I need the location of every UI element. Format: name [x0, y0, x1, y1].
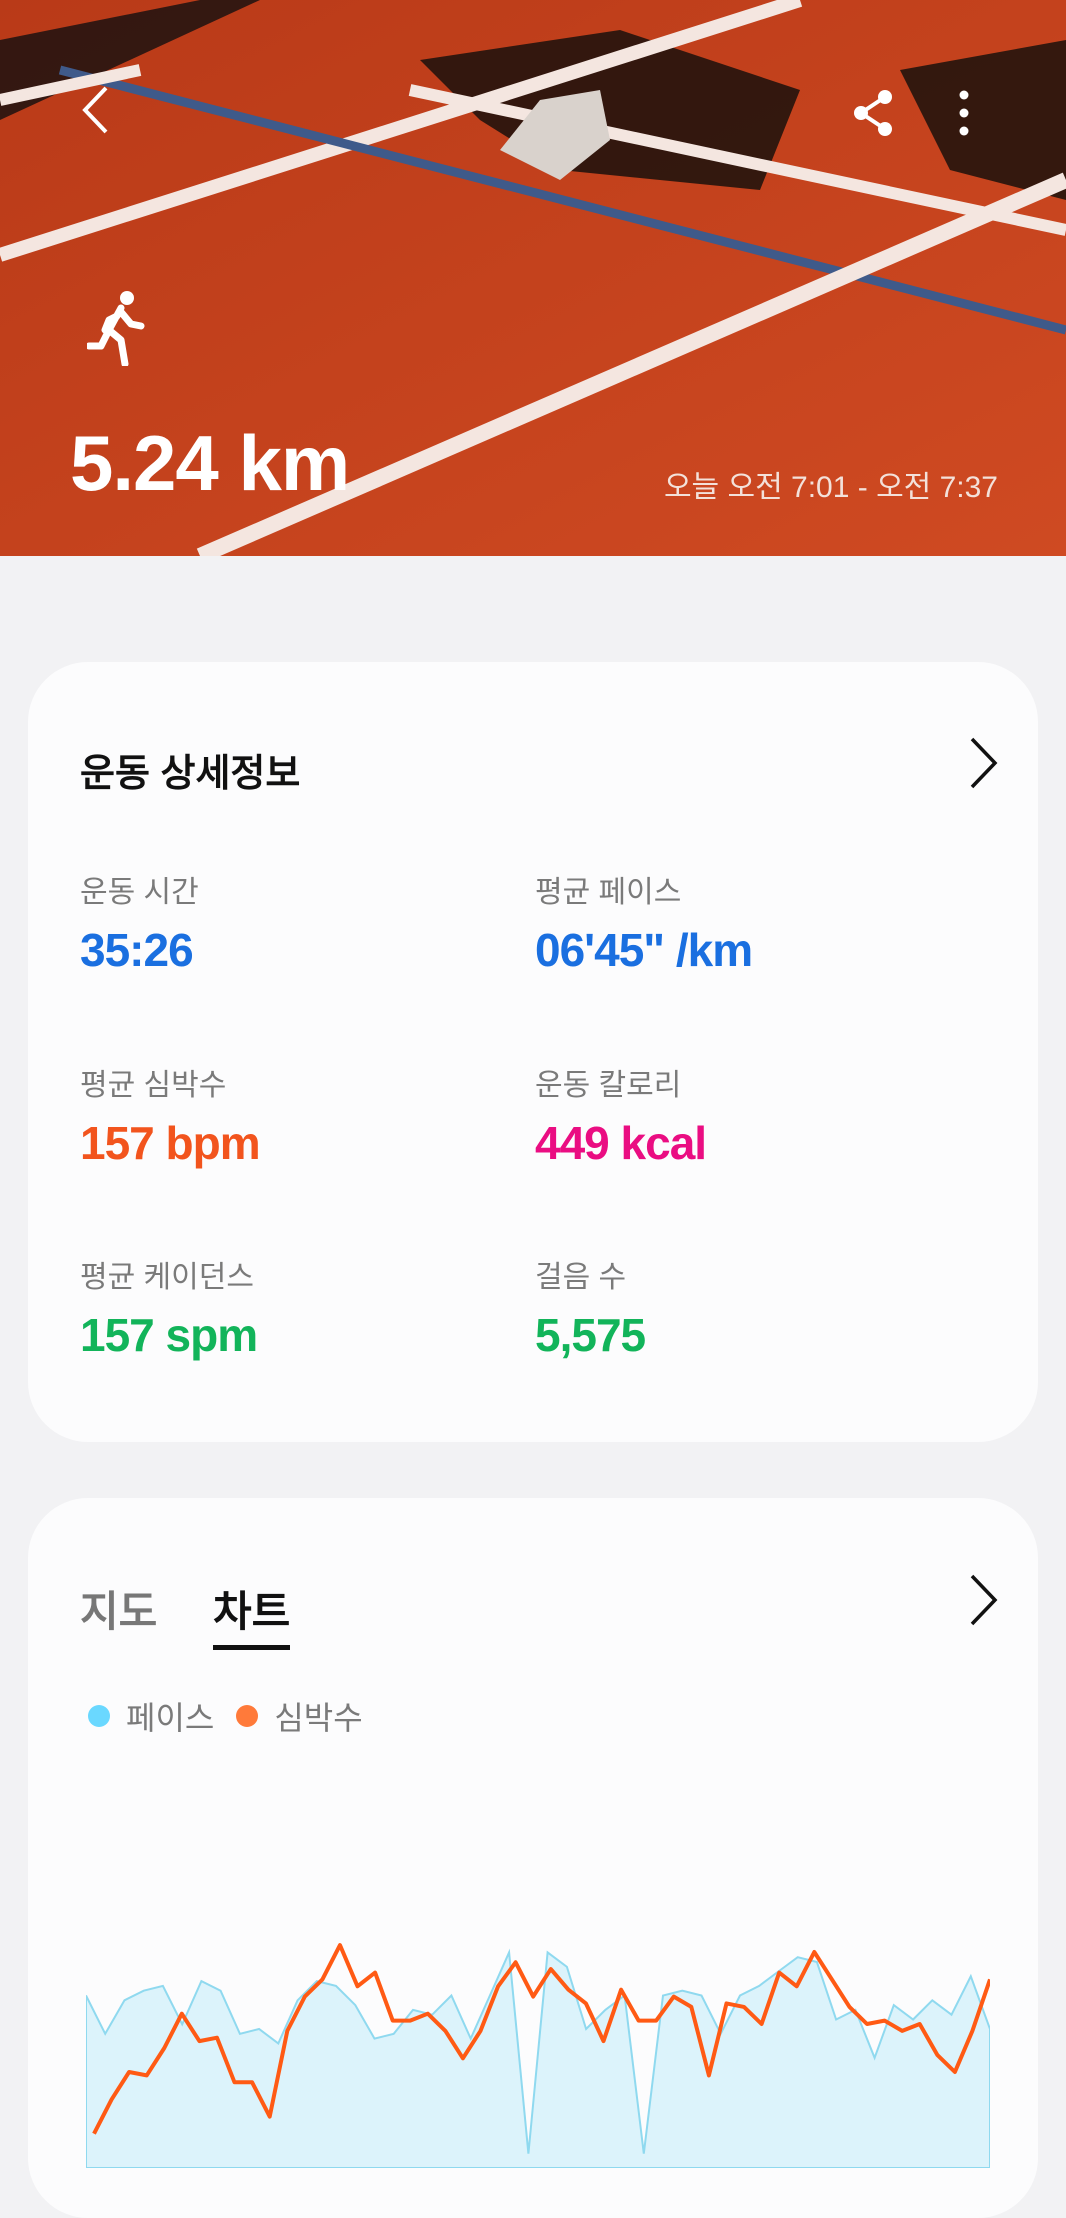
back-icon[interactable] [70, 80, 120, 140]
card-title: 운동 상세정보 [80, 753, 301, 795]
time-range: 오늘 오전 7:01 - 오전 7:37 [663, 471, 998, 504]
stat-label: 평균 심박수 [80, 1069, 227, 1102]
stat-value: 449 kcal [535, 1117, 707, 1169]
chevron-right-icon[interactable] [968, 1573, 998, 1632]
more-vertical-icon[interactable] [946, 88, 982, 138]
stat-value: 157 spm [80, 1309, 258, 1361]
running-icon [82, 288, 152, 368]
distance-value: 5.24 km [70, 419, 350, 507]
pace-heart-rate-chart [86, 1943, 990, 2168]
stat-value: 157 bpm [80, 1117, 261, 1169]
legend-label-heart-rate: 심박수 [274, 1700, 363, 1736]
stat-steps: 걸음 수 5,575 [535, 1252, 955, 1362]
stat-avg-cadence: 평균 케이던스 157 spm [80, 1252, 500, 1362]
stat-value: 06'45" /km [535, 924, 753, 976]
stat-label: 운동 칼로리 [535, 1069, 682, 1102]
pace-area [86, 1948, 990, 2168]
heart-rate-line [92, 1943, 990, 2135]
stat-label: 평균 페이스 [535, 876, 682, 909]
tab-map[interactable]: 지도 [80, 1588, 158, 1635]
stat-value: 35:26 [80, 924, 194, 976]
share-icon[interactable] [848, 88, 898, 138]
map-chart-card: 지도 차트 페이스 심박수 [28, 1498, 1038, 2218]
tab-chart[interactable]: 차트 [213, 1578, 291, 1650]
stat-label: 평균 케이던스 [80, 1261, 254, 1294]
stat-duration: 운동 시간 35:26 [80, 867, 500, 977]
stat-label: 걸음 수 [535, 1261, 627, 1294]
stat-avg-heart-rate: 평균 심박수 157 bpm [80, 1060, 500, 1170]
stat-avg-pace: 평균 페이스 06'45" /km [535, 867, 955, 977]
legend-dot-pace [88, 1705, 110, 1727]
stat-value: 5,575 [535, 1309, 646, 1361]
workout-details-card[interactable]: 운동 상세정보 운동 시간 35:26 평균 페이스 06'45" /km 평균… [28, 662, 1038, 1442]
stat-calories: 운동 칼로리 449 kcal [535, 1060, 955, 1170]
chevron-right-icon[interactable] [968, 736, 998, 795]
chart-legend: 페이스 심박수 [88, 1693, 363, 1739]
legend-label-pace: 페이스 [126, 1700, 215, 1736]
stat-label: 운동 시간 [80, 876, 199, 909]
legend-dot-heart-rate [236, 1705, 259, 1727]
hero-banner: 5.24 km 오늘 오전 7:01 - 오전 7:37 [0, 0, 1066, 556]
